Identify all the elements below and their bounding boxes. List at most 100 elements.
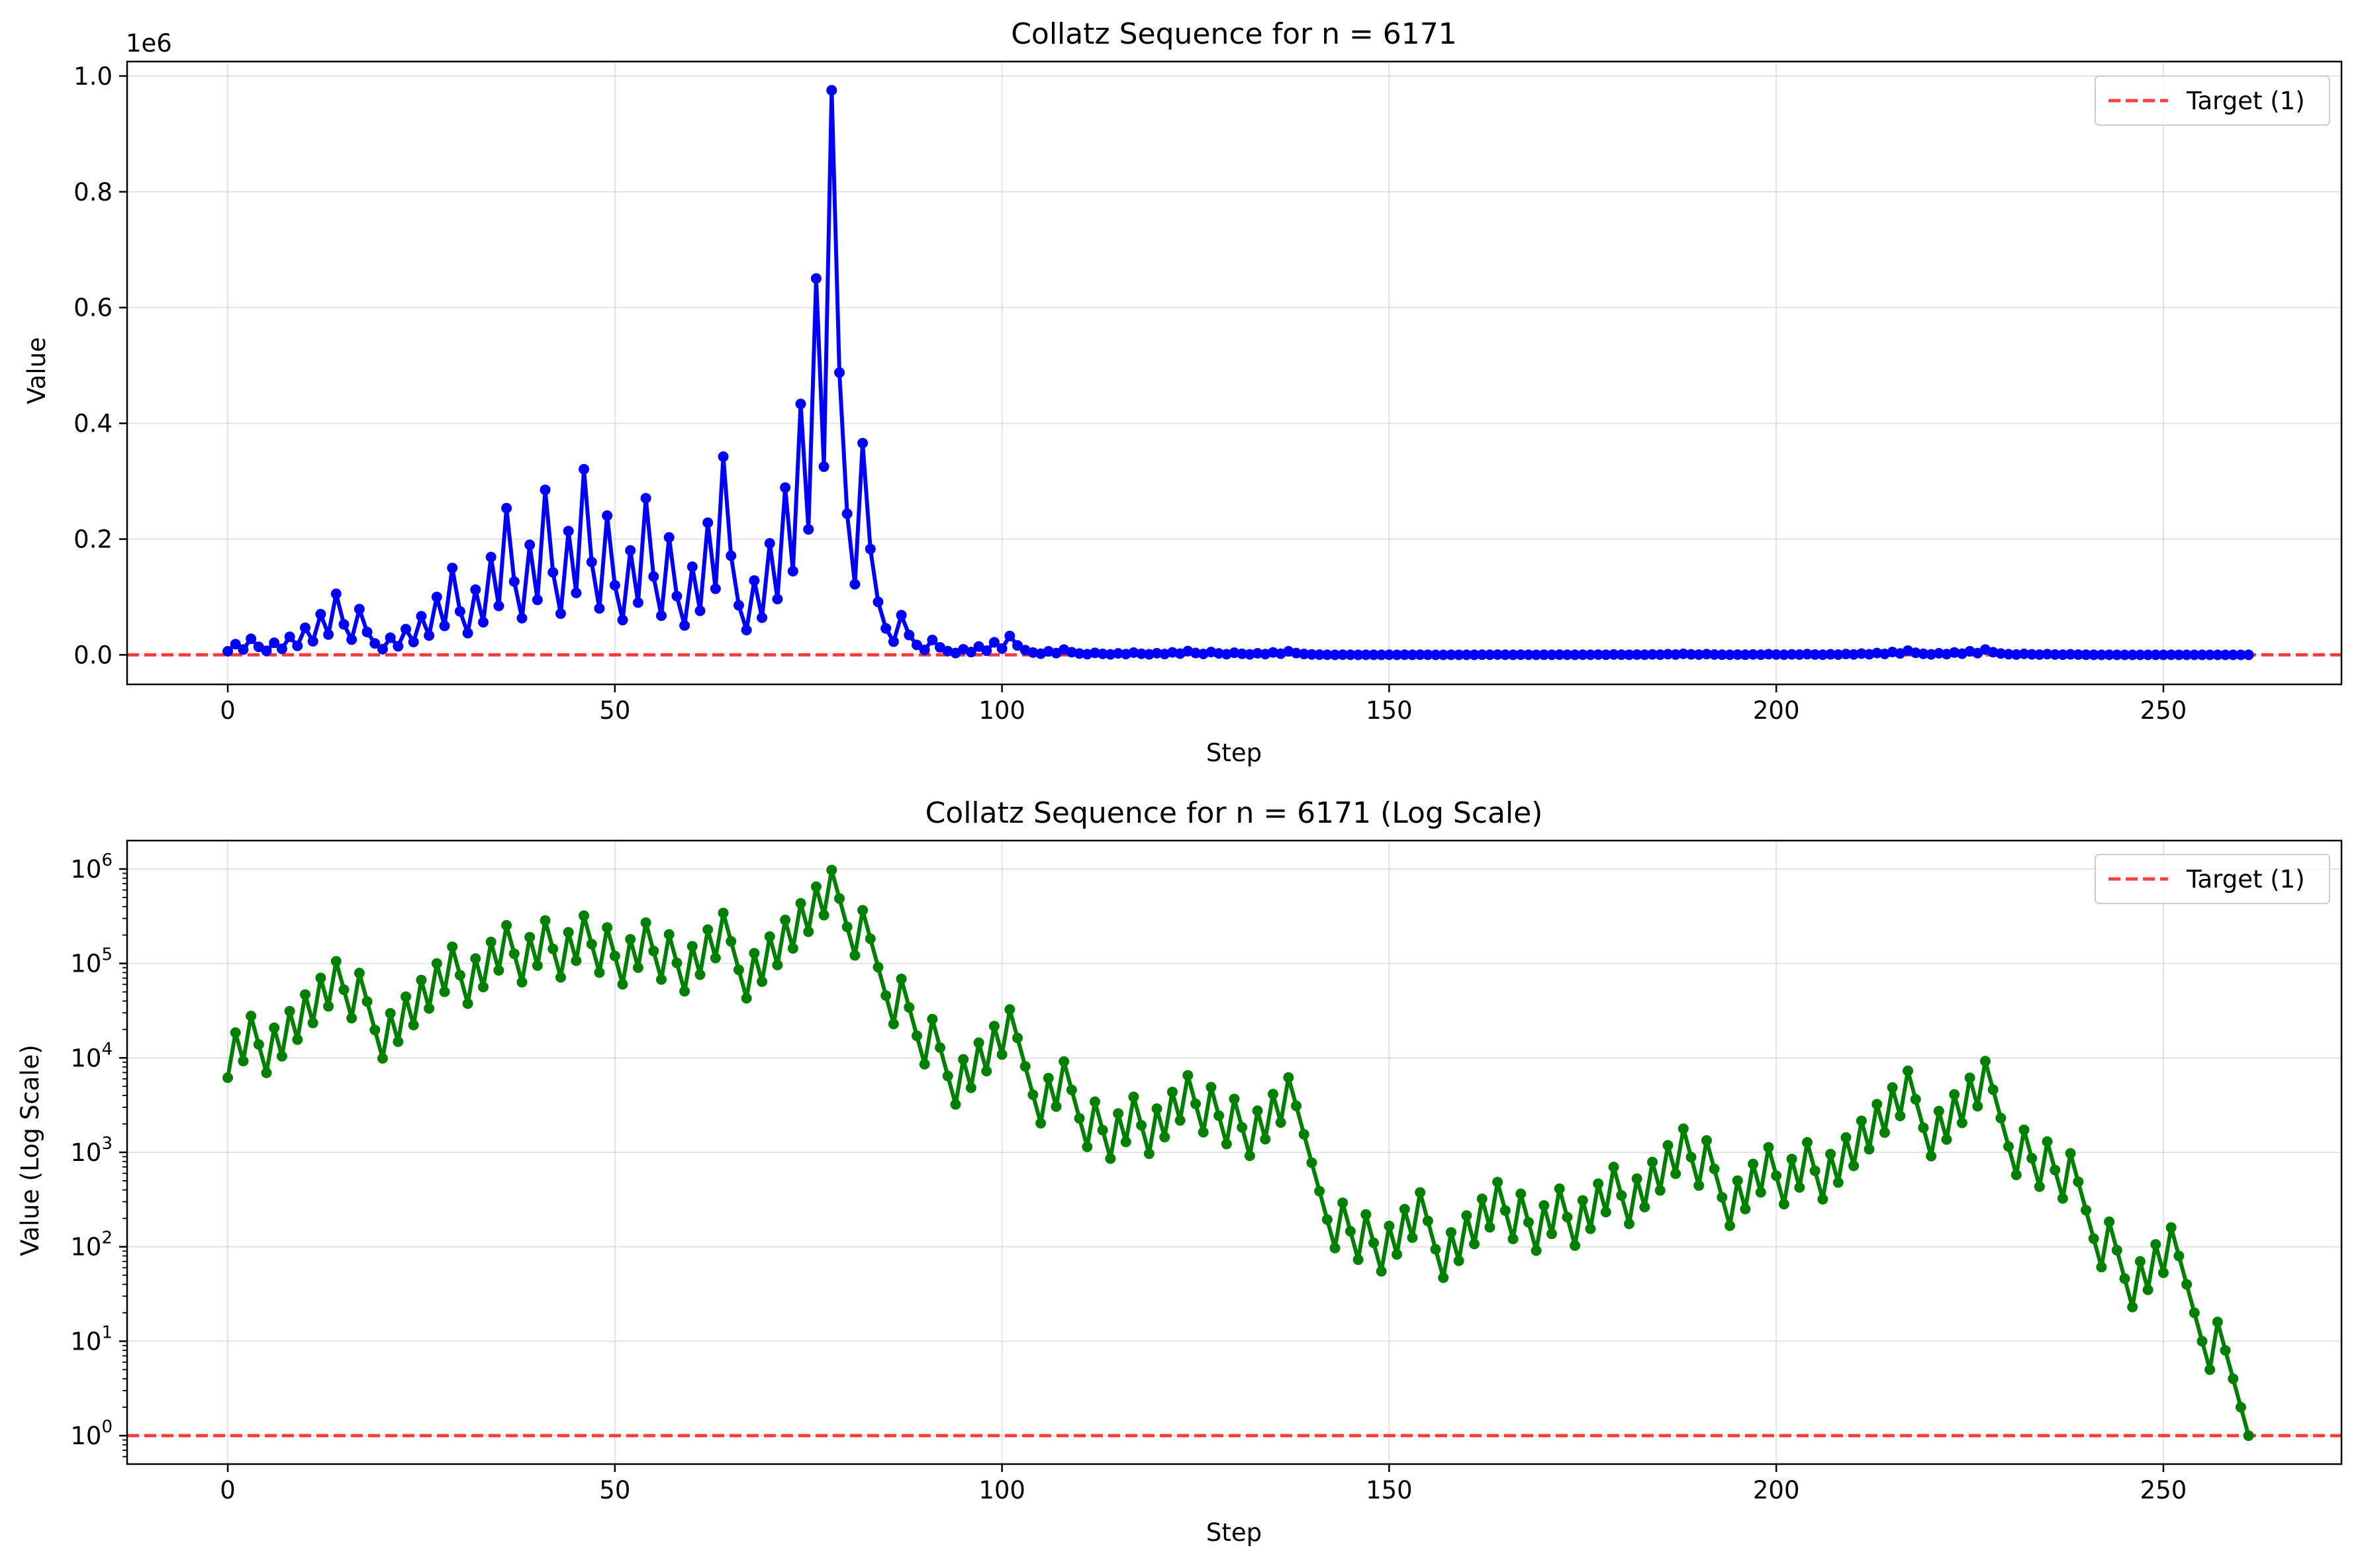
data-point xyxy=(1345,1226,1356,1237)
data-point xyxy=(532,960,543,971)
data-point xyxy=(1113,648,1124,659)
x-tick-label: 250 xyxy=(2140,696,2187,725)
data-point xyxy=(1298,649,1309,660)
data-point xyxy=(1693,649,1705,661)
data-point xyxy=(1631,649,1642,660)
data-point xyxy=(2010,649,2022,660)
data-point xyxy=(981,1066,992,1077)
data-point xyxy=(1237,1122,1248,1133)
data-point xyxy=(1089,1096,1100,1107)
data-point xyxy=(1979,1056,1991,1067)
data-point xyxy=(501,920,512,931)
data-point xyxy=(772,959,783,970)
x-tick-label: 200 xyxy=(1753,1476,1800,1504)
data-point xyxy=(2057,1193,2068,1204)
data-point xyxy=(284,1005,295,1017)
data-point xyxy=(1360,1209,1372,1220)
data-point xyxy=(1430,649,1441,661)
data-point xyxy=(1864,1144,1875,1155)
data-point xyxy=(508,948,520,959)
data-point xyxy=(1585,649,1596,661)
data-point xyxy=(671,957,683,968)
data-point xyxy=(2165,1222,2177,1233)
data-point xyxy=(1693,1180,1705,1191)
data-point xyxy=(2134,1256,2146,1267)
data-point xyxy=(1685,1152,1697,1163)
data-point xyxy=(315,972,326,984)
data-point xyxy=(1639,1201,1650,1213)
data-point xyxy=(810,273,822,284)
data-point xyxy=(1438,1272,1449,1283)
data-point xyxy=(625,934,636,945)
data-point xyxy=(973,641,984,652)
data-point xyxy=(238,1056,249,1067)
data-point xyxy=(1832,649,1844,660)
data-point xyxy=(1438,649,1449,661)
data-point xyxy=(1562,649,1573,661)
data-point xyxy=(958,1054,969,1065)
data-point xyxy=(1987,1084,1999,1095)
data-point xyxy=(686,941,698,952)
data-point xyxy=(1832,1177,1844,1188)
plot-frame xyxy=(126,60,2343,686)
data-point xyxy=(1159,1131,1170,1142)
y-tick-label: 0.0 xyxy=(73,641,113,669)
data-point xyxy=(1879,1127,1890,1138)
data-point xyxy=(1059,1056,1070,1067)
data-point xyxy=(1399,1203,1410,1215)
data-point xyxy=(338,984,350,995)
data-point xyxy=(2150,1239,2161,1250)
data-point xyxy=(1546,1228,1558,1240)
data-point xyxy=(2235,649,2246,661)
data-point xyxy=(1724,649,1736,661)
data-point xyxy=(1051,1101,1062,1112)
data-point xyxy=(292,1034,303,1045)
data-point xyxy=(1949,1089,1960,1100)
data-point xyxy=(238,644,249,655)
data-point xyxy=(2235,1402,2246,1413)
data-point xyxy=(385,1007,396,1019)
data-point xyxy=(1794,1182,1805,1193)
data-point xyxy=(2165,649,2177,661)
data-point xyxy=(447,941,458,952)
data-point xyxy=(1600,649,1611,661)
data-point xyxy=(1801,649,1813,660)
chart-title: Collatz Sequence for n = 6171 (Log Scale… xyxy=(925,796,1543,830)
data-point xyxy=(1926,1150,1937,1162)
data-point xyxy=(2088,1233,2099,1244)
data-point xyxy=(1213,648,1225,659)
data-point xyxy=(1430,1244,1441,1255)
data-point xyxy=(261,645,272,657)
data-point xyxy=(1840,1132,1852,1143)
data-point xyxy=(1647,649,1658,660)
data-point xyxy=(586,557,597,568)
data-point xyxy=(532,594,543,606)
x-tick-label: 0 xyxy=(220,1476,236,1504)
data-point xyxy=(1871,1099,1883,1110)
data-point xyxy=(2220,1345,2231,1356)
data-point xyxy=(2111,1244,2122,1256)
data-point xyxy=(2119,1273,2130,1284)
data-point xyxy=(981,645,992,657)
data-point xyxy=(1647,1156,1658,1168)
data-point xyxy=(679,620,690,631)
data-point xyxy=(726,936,737,947)
data-point xyxy=(431,958,442,969)
y-offset-label: 1e6 xyxy=(126,29,172,58)
data-point xyxy=(2197,649,2208,661)
data-point xyxy=(671,590,683,602)
data-point xyxy=(338,619,350,630)
data-point xyxy=(888,636,899,647)
data-point xyxy=(640,917,651,928)
data-point xyxy=(1105,649,1116,660)
data-point xyxy=(555,608,566,620)
data-point xyxy=(702,924,714,935)
data-point xyxy=(733,600,744,611)
data-point xyxy=(694,605,706,616)
data-point xyxy=(2204,649,2216,661)
data-point xyxy=(1275,1117,1286,1128)
data-point xyxy=(780,914,791,925)
data-point xyxy=(988,1021,1000,1032)
data-point xyxy=(880,623,892,634)
data-point xyxy=(1283,1072,1294,1083)
